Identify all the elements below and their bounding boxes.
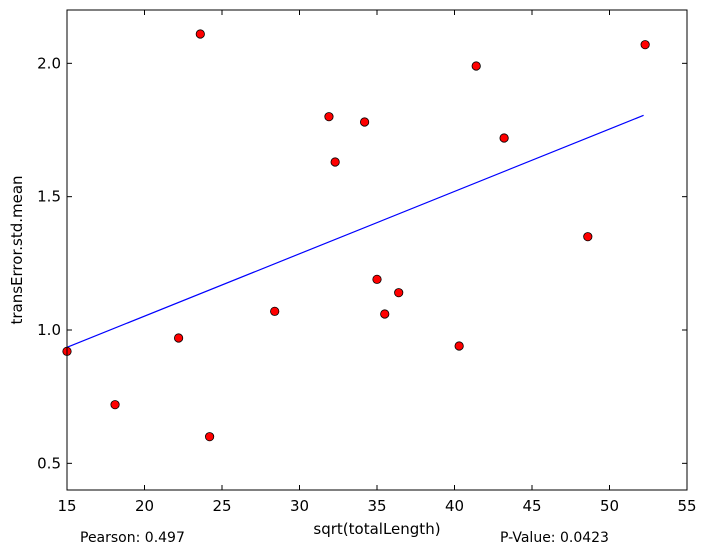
pearson-label: Pearson: 0.497	[80, 530, 185, 546]
x-tick-label: 30	[290, 497, 309, 515]
axis-ticks-layer: 15 20 25 30 35 40 45 50 55 0.5 1.0 1.5 2.0	[37, 10, 697, 515]
data-point-7	[324, 112, 334, 122]
p-value-label: P-Value: 0.0423	[500, 530, 609, 546]
y-tick-label: 2.0	[37, 54, 61, 72]
data-point-5	[205, 432, 215, 442]
data-point-11	[380, 309, 390, 319]
x-tick-label: 45	[522, 497, 541, 515]
y-tick-label: 1.5	[37, 188, 61, 206]
data-point-14	[471, 61, 481, 71]
x-tick-label: 50	[600, 497, 619, 515]
x-tick-label: 35	[367, 497, 386, 515]
data-point-16	[583, 232, 593, 242]
x-tick-label: 15	[57, 497, 76, 515]
data-point-3	[174, 333, 184, 343]
plot-area-frame	[66, 9, 688, 491]
x-tick-label: 25	[212, 497, 231, 515]
data-point-17	[640, 40, 650, 50]
x-tick-label: 40	[445, 497, 464, 515]
x-tick-label: 55	[677, 497, 696, 515]
data-point-12	[394, 288, 404, 298]
regression-line	[66, 114, 644, 348]
data-point-8	[330, 157, 340, 167]
fit-line-layer	[66, 114, 644, 348]
y-tick-label: 0.5	[37, 454, 61, 472]
data-point-4	[195, 29, 205, 39]
data-point-13	[454, 341, 464, 351]
data-point-9	[359, 117, 370, 127]
data-points-layer	[62, 29, 650, 442]
y-tick-label: 1.0	[37, 321, 61, 339]
data-point-10	[372, 274, 382, 284]
y-axis-label: transError.std.mean	[8, 175, 26, 324]
data-point-2	[110, 400, 120, 410]
data-point-6	[270, 306, 280, 316]
data-point-15	[499, 133, 509, 143]
x-tick-label: 20	[135, 497, 154, 515]
x-axis-label: sqrt(totalLength)	[313, 520, 440, 538]
